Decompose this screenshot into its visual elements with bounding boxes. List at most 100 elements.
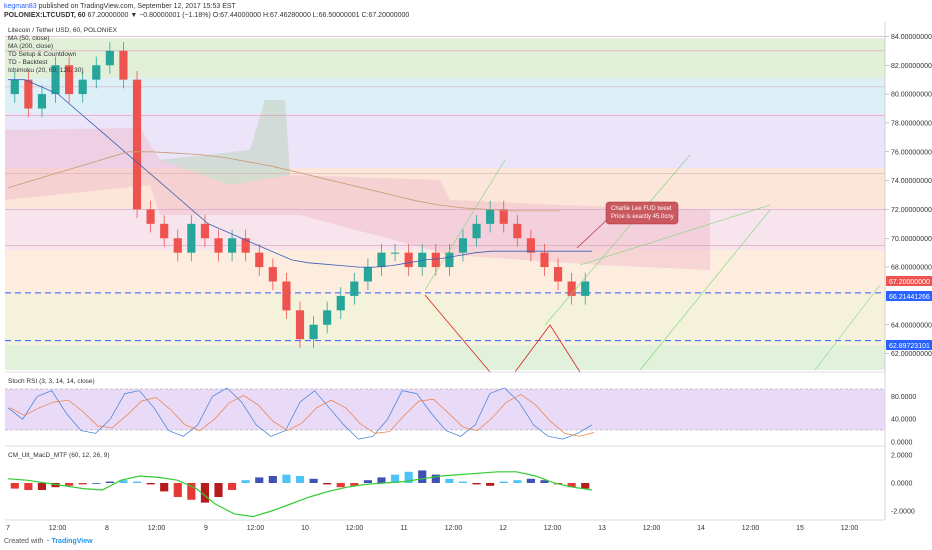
stoch-rsi-pane[interactable]: Stoch RSI (3, 3, 14, 14, close) 80.0000 4… [5,371,916,447]
macd-bar [486,483,495,486]
candle-body [173,238,182,253]
projection-line-1 [424,159,506,291]
macd-bar [241,480,250,483]
time-tick-label: 7 [6,525,10,532]
candle-body [10,79,19,95]
time-tick-label: 12 [499,525,507,532]
macd-bar [65,483,74,486]
candle-body [363,267,372,282]
macd-bar [51,483,60,488]
macd-tick-label: 0.0000 [891,481,913,488]
macd-bar [363,480,372,483]
candle-body [350,281,359,296]
macd-bar [132,481,142,483]
legend-item[interactable]: MA (200, close) [8,43,53,50]
time-axis[interactable]: 7 12:00 8 12:00 9 12:00 10 12:00 11 12:00 12 12:00 1… [5,519,885,532]
projection-line-4 [639,209,771,371]
candle-body [323,310,332,325]
footer-brand[interactable]: TradingView [51,538,93,545]
candle-body [418,252,427,268]
candle-body [119,50,128,80]
band-lavender [5,113,885,168]
macd-bar [146,483,155,485]
macd-bar [513,480,522,483]
candle-body [65,65,74,95]
candle-body [146,209,155,224]
price-tick-label: 72.00000000 [891,207,932,214]
candle-body [513,223,522,239]
time-tick-label: 12:00 [445,525,463,532]
price-candles [10,42,590,348]
macd-bar [431,474,440,483]
time-tick-label: 12:00 [346,525,364,532]
projection-line-3 [579,204,771,266]
band-green-top [5,38,885,78]
macd-histogram [10,470,590,503]
time-tick-label: 10 [301,525,309,532]
legend-item[interactable]: Litecoin / Tether USD, 60, POLONIEX [8,27,118,34]
candle-body [105,50,114,66]
legend-item[interactable]: Ichimoku (20, 60, 120, 30) [8,67,84,74]
level-label-1: 66.21441266 [889,294,930,301]
macd-bar [336,483,345,488]
price-axis[interactable]: 62.0000000064.0000000066.0000000068.0000… [884,22,932,520]
time-tick-label: 13 [598,525,606,532]
macd-bar [228,483,237,490]
time-tick-label: 12:00 [841,525,859,532]
macd-label[interactable]: CM_Ult_MacD_MTF (60, 12, 26, 9) [8,452,110,459]
legend-item[interactable]: TD - Backtest [8,59,48,66]
publish-info: published on TradingView.com, September … [38,3,236,10]
indicator-legend: Litecoin / Tether USD, 60, POLONIEX MA (… [8,27,118,74]
macd-bar [350,483,359,486]
main-pane[interactable]: Charlie Lee FUD tweet Price is exactly 4… [5,22,885,373]
projection-line-5 [814,284,881,371]
candle-body [24,79,33,109]
price-tick-label: 64.00000000 [891,322,932,329]
time-tick-labels: 7 12:00 8 12:00 9 12:00 10 12:00 11 12:00 12 12:00 1… [6,525,858,532]
annotation-box[interactable] [605,201,679,225]
annotation-line-2: Price is exactly 45.0cny [611,214,674,220]
symbol-header: POLONIEX:LTCUSDT, 60 67.20000000 ▼ −0.80… [4,11,409,20]
candle-body [567,281,576,296]
legend-item[interactable]: TD Setup & Countdown [8,51,77,58]
macd-bar [323,483,332,485]
time-tick-label: 12:00 [148,525,166,532]
stoch-tick-label: 0.0000 [891,440,913,447]
candle-body [553,267,563,282]
symbol-name: POLONIEX:LTCUSDT, 60 [4,12,86,19]
macd-bar [540,480,549,483]
macd-tick-labels: 2.0000 0.0000 -2.0000 [891,453,915,516]
macd-bar [92,483,101,484]
footer: Created with ◔ TradingView [4,538,93,545]
price-tick-label: 74.00000000 [891,178,932,185]
candle-body [132,79,142,210]
candle-body [581,281,590,296]
ohlc-values: 67.20000000 ▼ −0.80000001 (−1.18%) O:67.… [87,12,410,19]
candle-body [458,238,468,253]
legend-item[interactable]: MA (50, close) [8,35,50,42]
candle-body [486,209,495,224]
macd-bar [458,481,468,483]
stoch-label[interactable]: Stoch RSI (3, 3, 14, 14, close) [8,378,95,385]
price-tick-label: 70.00000000 [891,236,932,243]
time-tick-label: 8 [105,525,109,532]
author-link[interactable]: kegman83 [4,3,37,10]
macd-line [7,471,593,518]
macd-bar [119,480,128,483]
candle-body [336,295,345,311]
red-arrow-zigzag [514,324,581,373]
macd-pane[interactable]: CM_Ult_MacD_MTF (60, 12, 26, 9) 2.0000 0.… [5,445,915,518]
candle-body [540,252,549,268]
macd-bar [526,478,535,483]
candle-body [445,252,454,268]
candle-body [255,252,264,268]
macd-bar [24,483,33,490]
time-tick-label: 12:00 [49,525,67,532]
red-arrow-down-1 [424,294,491,373]
time-tick-label: 14 [697,525,705,532]
price-tick-labels: 62.0000000064.0000000066.0000000068.0000… [885,34,932,358]
price-tick-label: 84.00000000 [891,34,932,41]
time-tick-label: 11 [400,525,407,532]
macd-bar [160,483,169,492]
